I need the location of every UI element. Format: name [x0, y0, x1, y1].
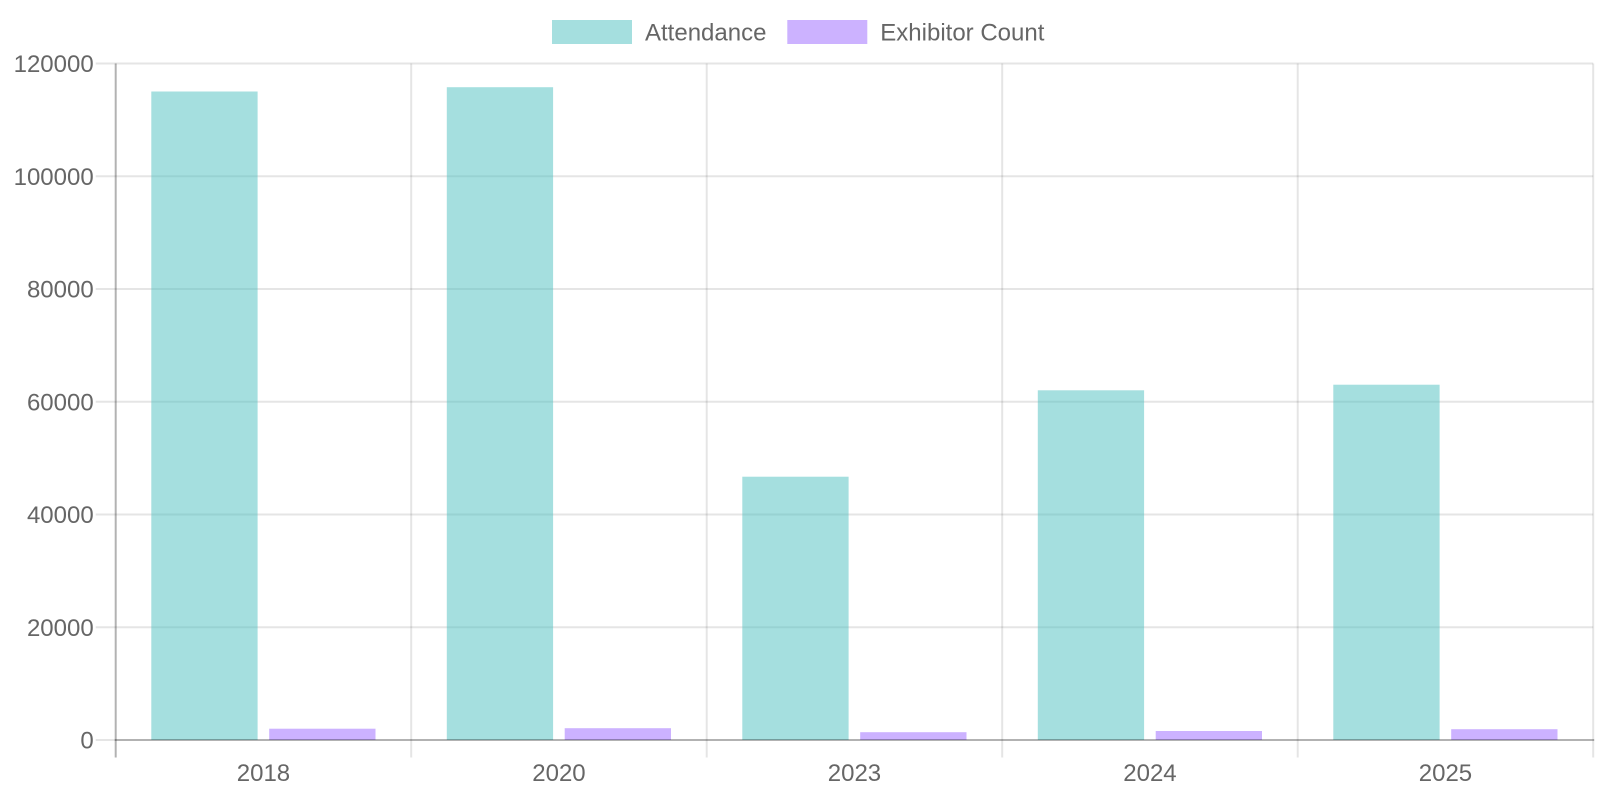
svg-text:Attendance: Attendance	[645, 20, 766, 47]
svg-text:0: 0	[80, 728, 93, 755]
svg-text:20000: 20000	[27, 615, 94, 642]
svg-text:Exhibitor Count: Exhibitor Count	[880, 20, 1044, 47]
svg-text:2024: 2024	[1123, 760, 1176, 787]
svg-text:60000: 60000	[27, 389, 94, 416]
svg-text:2025: 2025	[1419, 760, 1472, 787]
svg-text:100000: 100000	[14, 164, 94, 191]
svg-text:2018: 2018	[237, 760, 290, 787]
svg-text:40000: 40000	[27, 502, 94, 529]
svg-text:120000: 120000	[14, 51, 94, 78]
svg-text:2020: 2020	[532, 760, 585, 787]
svg-text:80000: 80000	[27, 277, 94, 304]
svg-text:2023: 2023	[828, 760, 881, 787]
